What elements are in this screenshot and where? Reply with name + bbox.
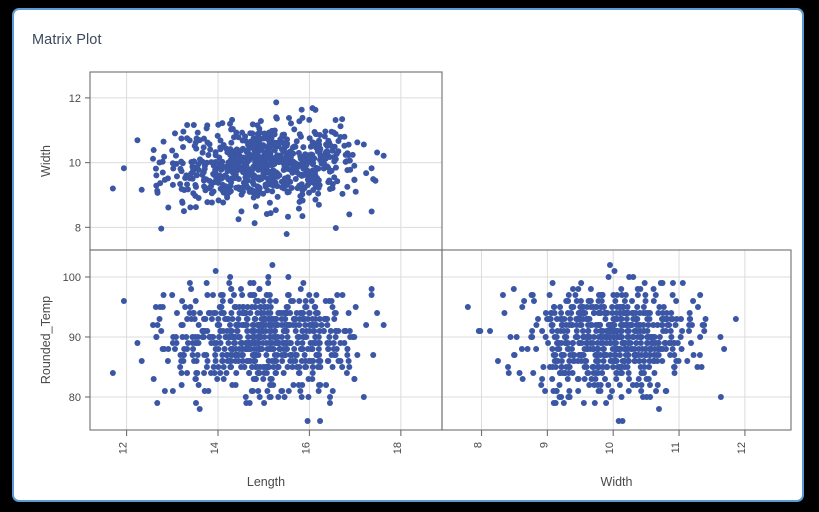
page-title: Matrix Plot bbox=[32, 32, 102, 48]
matrix-plot-area: 8 10 12 Width 80 90 100 Rounded_Temp 12 14 16 18 Len… bbox=[14, 10, 806, 504]
x-tick-label: 9 bbox=[538, 442, 550, 448]
data-points bbox=[109, 262, 387, 424]
y-axis-title: Width bbox=[39, 145, 53, 177]
y-tick-label: 8 bbox=[75, 222, 81, 234]
panel-temp-vs-length: 80 90 100 Rounded_Temp 12 14 16 18 Length bbox=[39, 249, 443, 489]
y-tick-label: 80 bbox=[69, 392, 81, 404]
x-tick-label: 12 bbox=[736, 442, 748, 454]
y-tick-label: 100 bbox=[63, 272, 81, 284]
panel-width-vs-length: 8 10 12 Width bbox=[39, 71, 443, 251]
x-tick-label: 18 bbox=[392, 442, 404, 454]
x-tick-label: 8 bbox=[473, 442, 485, 448]
y-tick-label: 90 bbox=[69, 332, 81, 344]
matrix-plot-svg: 8 10 12 Width 80 90 100 Rounded_Temp 12 14 16 18 Len… bbox=[39, 71, 792, 489]
x-axis-title: Length bbox=[247, 475, 285, 489]
x-axis-title: Width bbox=[601, 475, 633, 489]
x-tick-label: 16 bbox=[300, 442, 312, 454]
x-tick-label: 10 bbox=[604, 442, 616, 454]
panel-border bbox=[441, 249, 792, 431]
x-tick-label: 14 bbox=[209, 442, 221, 454]
y-axis-title: Rounded_Temp bbox=[39, 296, 53, 384]
data-points bbox=[464, 262, 739, 424]
data-points bbox=[109, 99, 387, 238]
y-tick-label: 12 bbox=[69, 93, 81, 105]
x-tick-label: 11 bbox=[670, 442, 682, 453]
chart-card: Matrix Plot 8 10 12 Width 80 90 100 Rounded_Tem… bbox=[12, 8, 804, 502]
panel-temp-vs-width: 8 9 10 11 12 Width bbox=[441, 249, 792, 489]
x-tick-label: 12 bbox=[118, 442, 130, 454]
y-tick-label: 10 bbox=[69, 158, 81, 170]
